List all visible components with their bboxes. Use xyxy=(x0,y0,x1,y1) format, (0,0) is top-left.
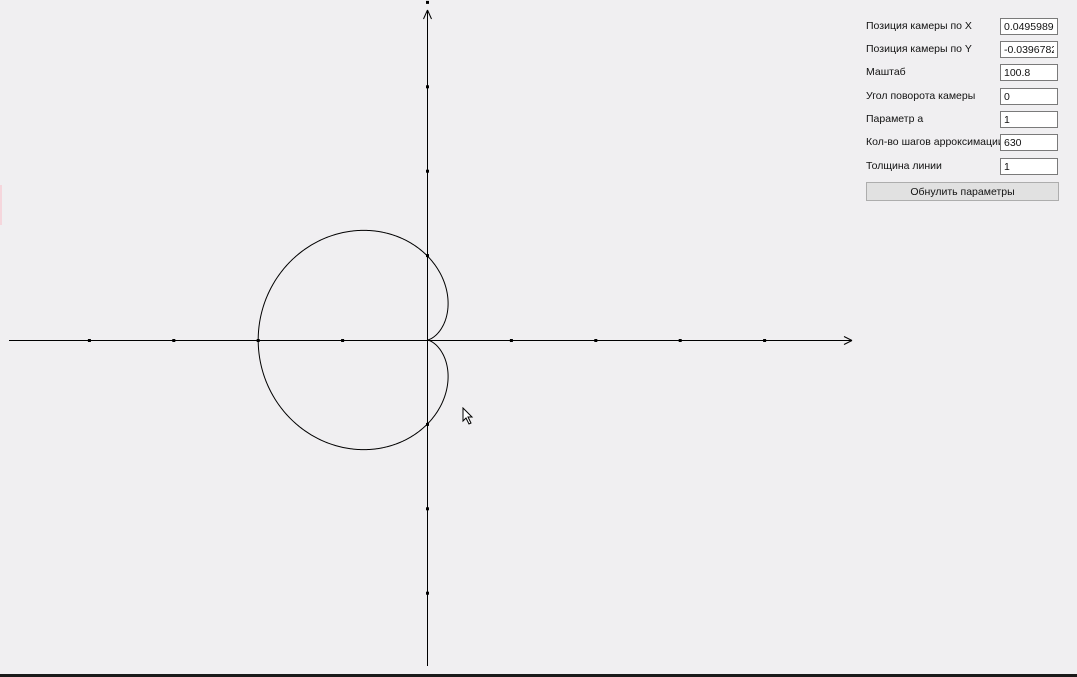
line-width-label: Толщина линии xyxy=(866,160,942,172)
reset-parameters-button[interactable]: Обнулить параметры xyxy=(866,182,1059,201)
approximation-steps-input[interactable] xyxy=(1000,134,1058,151)
x-axis-tick xyxy=(594,339,598,342)
y-axis-tick xyxy=(426,0,429,4)
coordinate-axes xyxy=(9,9,853,666)
line-width-row: Толщина линии xyxy=(866,158,1062,177)
window-bottom-border xyxy=(0,674,1077,677)
camera-x-label: Позиция камеры по X xyxy=(866,20,972,32)
y-axis-tick xyxy=(426,169,429,173)
x-axis-tick xyxy=(87,339,91,342)
x-axis-tick xyxy=(763,339,767,342)
approximation-steps-label: Кол-во шагов арроксимации xyxy=(866,136,1004,148)
y-axis-arrow-right xyxy=(427,9,432,20)
y-axis-tick xyxy=(426,591,429,595)
camera-x-row: Позиция камеры по X xyxy=(866,18,1062,37)
x-axis-tick xyxy=(678,339,682,342)
mouse-pointer-icon xyxy=(462,407,474,425)
scale-input[interactable] xyxy=(1000,64,1058,81)
axis-ticks xyxy=(87,0,767,677)
y-axis-tick xyxy=(426,85,429,89)
camera-x-input[interactable] xyxy=(1000,18,1058,35)
camera-y-input[interactable] xyxy=(1000,41,1058,58)
plot-canvas[interactable] xyxy=(0,0,860,677)
parameter-a-input[interactable] xyxy=(1000,111,1058,128)
x-axis-arrow-upper xyxy=(843,336,853,341)
x-axis-tick xyxy=(172,339,176,342)
x-axis-tick xyxy=(341,339,345,342)
cardioid-curve xyxy=(257,229,449,451)
camera-y-row: Позиция камеры по Y xyxy=(866,41,1062,60)
x-axis-tick xyxy=(509,339,513,342)
camera-y-label: Позиция камеры по Y xyxy=(866,43,972,55)
camera-angle-row: Угол поворота камеры xyxy=(866,88,1062,107)
camera-angle-label: Угол поворота камеры xyxy=(866,90,976,102)
window-edge-marker xyxy=(0,185,2,225)
scale-label: Маштаб xyxy=(866,66,906,78)
parameter-a-label: Параметр a xyxy=(866,113,924,125)
camera-angle-input[interactable] xyxy=(1000,88,1058,105)
line-width-input[interactable] xyxy=(1000,158,1058,175)
y-axis-arrow-left xyxy=(423,9,428,20)
parameter-a-row: Параметр a xyxy=(866,111,1062,130)
scale-row: Маштаб xyxy=(866,64,1062,83)
y-axis-tick xyxy=(426,507,429,511)
approximation-steps-row: Кол-во шагов арроксимации xyxy=(866,134,1062,153)
x-axis-arrow-lower xyxy=(843,340,853,345)
